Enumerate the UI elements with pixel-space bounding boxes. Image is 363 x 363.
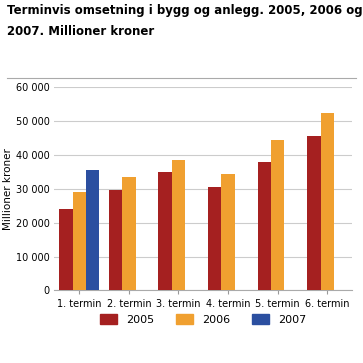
Bar <box>59 209 73 290</box>
Text: 2007. Millioner kroner: 2007. Millioner kroner <box>7 25 155 38</box>
Bar <box>208 187 221 290</box>
Bar <box>221 174 235 290</box>
Bar <box>321 113 334 290</box>
Bar <box>258 162 271 290</box>
Y-axis label: Millioner kroner: Millioner kroner <box>3 148 13 230</box>
Legend: 2005, 2006, 2007: 2005, 2006, 2007 <box>96 310 310 330</box>
Text: Terminvis omsetning i bygg og anlegg. 2005, 2006 og: Terminvis omsetning i bygg og anlegg. 20… <box>7 4 363 17</box>
Bar <box>122 177 135 290</box>
Bar <box>271 140 284 290</box>
Bar <box>158 172 172 290</box>
Bar <box>73 192 86 290</box>
Bar <box>86 170 99 290</box>
Bar <box>172 160 185 290</box>
Bar <box>307 136 321 290</box>
Bar <box>109 191 122 290</box>
